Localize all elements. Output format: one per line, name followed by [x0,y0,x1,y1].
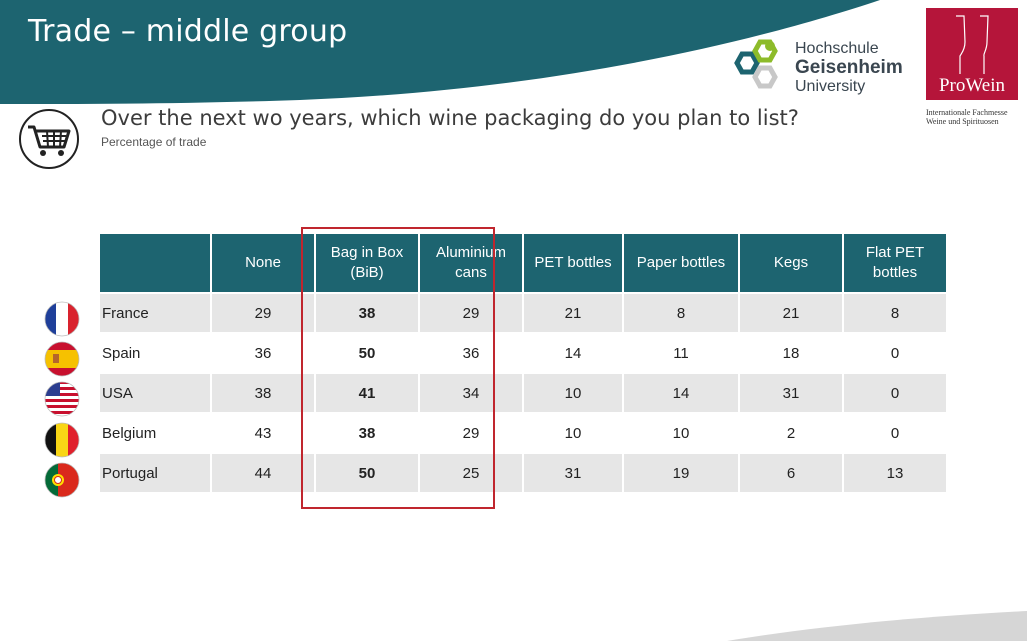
prowein-tagline: Internationale Fachmesse Weine und Spiri… [926,108,1008,126]
cell-pet-bottles: 21 [524,294,622,334]
table-header-row: None Bag in Box (BiB) Aluminium cans PET b… [100,234,946,294]
cell-none: 38 [212,374,314,414]
cell-paper-bottles: 19 [624,454,738,494]
table-row: Spain 36 50 36 14 11 18 0 [100,334,946,374]
cell-aluminium-cans: 29 [420,294,522,334]
country-name: USA [100,374,210,414]
belgium-flag-icon [44,422,80,458]
cell-flat-pet-bottles: 0 [844,414,946,454]
cell-paper-bottles: 10 [624,414,738,454]
header-bib: Bag in Box (BiB) [316,234,418,294]
cell-kegs: 21 [740,294,842,334]
cell-kegs: 31 [740,374,842,414]
cell-aluminium-cans: 29 [420,414,522,454]
cell-pet-bottles: 10 [524,414,622,454]
cell-flat-pet-bottles: 0 [844,374,946,414]
cell-none: 36 [212,334,314,374]
country-name: Portugal [100,454,210,494]
question-subtitle: Percentage of trade [101,135,207,149]
cell-flat-pet-bottles: 8 [844,294,946,334]
table-row: Portugal 44 50 25 31 19 6 13 [100,454,946,494]
cell-kegs: 6 [740,454,842,494]
hochschule-geisenheim-wordmark: Hochschule Geisenheim University [795,40,903,95]
question-text: Over the next wo years, which wine packa… [101,106,799,130]
france-flag-icon [44,301,80,337]
cell-bib: 38 [316,294,418,334]
logo-line-3: University [795,78,866,95]
portugal-flag-icon [44,462,80,498]
header-flat-pet-bottles: Flat PET bottles [844,234,946,294]
header-aluminium-cans: Aluminium cans [420,234,522,294]
header-country [100,234,210,294]
table-row: Belgium 43 38 29 10 10 2 0 [100,414,946,454]
bottom-decoration [727,611,1027,641]
logo-line-2: Geisenheim [795,57,903,78]
logo-line-1: Hochschule [795,40,879,57]
header-none: None [212,234,314,294]
header-kegs: Kegs [740,234,842,294]
cell-pet-bottles: 10 [524,374,622,414]
cell-paper-bottles: 11 [624,334,738,374]
country-name: Belgium [100,414,210,454]
cell-bib: 50 [316,334,418,374]
cell-bib: 50 [316,454,418,494]
table-row: USA 38 41 34 10 14 31 0 [100,374,946,414]
cell-none: 44 [212,454,314,494]
cell-paper-bottles: 8 [624,294,738,334]
cell-bib: 41 [316,374,418,414]
prowein-label: ProWein [938,75,1006,96]
cell-none: 43 [212,414,314,454]
slide-title: Trade – middle group [28,14,348,49]
shopping-cart-icon [19,109,79,169]
country-name: Spain [100,334,210,374]
cell-pet-bottles: 14 [524,334,622,374]
header-paper-bottles: Paper bottles [624,234,738,294]
cell-none: 29 [212,294,314,334]
country-name: France [100,294,210,334]
prowein-logo: ProWein [926,8,1018,100]
wine-glass-icon [956,15,989,74]
cell-bib: 38 [316,414,418,454]
header-band [0,0,1027,104]
cell-flat-pet-bottles: 13 [844,454,946,494]
table-row: France 29 38 29 21 8 21 8 [100,294,946,334]
header-pet-bottles: PET bottles [524,234,622,294]
cell-flat-pet-bottles: 0 [844,334,946,374]
spain-flag-icon [44,341,80,377]
cell-aluminium-cans: 36 [420,334,522,374]
cell-pet-bottles: 31 [524,454,622,494]
cell-kegs: 2 [740,414,842,454]
cell-paper-bottles: 14 [624,374,738,414]
cell-aluminium-cans: 25 [420,454,522,494]
cell-aluminium-cans: 34 [420,374,522,414]
usa-flag-icon [44,381,80,417]
hochschule-geisenheim-logo [734,39,778,89]
cell-kegs: 18 [740,334,842,374]
packaging-table: None Bag in Box (BiB) Aluminium cans PET b… [98,234,948,494]
